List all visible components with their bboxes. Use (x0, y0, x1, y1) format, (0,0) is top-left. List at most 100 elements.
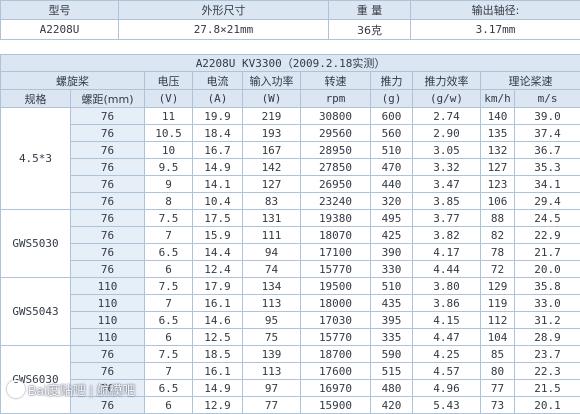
input-power-cell: 113 (243, 295, 301, 312)
efficiency-cell: 5.43 (413, 397, 481, 414)
speed-ms-cell: 37.4 (515, 125, 580, 142)
speed-kmh-cell: 140 (481, 108, 515, 125)
baidu-paw-icon (7, 380, 25, 398)
current-cell: 17.9 (193, 278, 243, 295)
current-cell: 15.9 (193, 227, 243, 244)
spec-header-model: 型号 (1, 1, 119, 20)
thrust-cell: 425 (371, 227, 413, 244)
header-voltage: 电压 (145, 72, 193, 90)
subheader-efficiency-unit: (g/w) (413, 90, 481, 108)
speed-ms-cell: 31.2 (515, 312, 580, 329)
rpm-cell: 18700 (301, 346, 371, 363)
spec-value-weight: 36克 (329, 20, 411, 40)
thrust-cell: 510 (371, 278, 413, 295)
header-rpm: 转速 (301, 72, 371, 90)
rpm-cell: 27850 (301, 159, 371, 176)
input-power-cell: 113 (243, 363, 301, 380)
pitch-cell: 76 (71, 159, 145, 176)
rpm-cell: 15770 (301, 261, 371, 278)
current-cell: 10.4 (193, 193, 243, 210)
subheader-voltage-unit: (V) (145, 90, 193, 108)
speed-kmh-cell: 104 (481, 329, 515, 346)
thrust-cell: 320 (371, 193, 413, 210)
pitch-cell: 76 (71, 193, 145, 210)
input-power-cell: 127 (243, 176, 301, 193)
pitch-cell: 110 (71, 329, 145, 346)
efficiency-cell: 2.74 (413, 108, 481, 125)
speed-ms-cell: 21.7 (515, 244, 580, 261)
thrust-cell: 600 (371, 108, 413, 125)
rpm-cell: 15900 (301, 397, 371, 414)
rpm-cell: 16970 (301, 380, 371, 397)
current-cell: 12.4 (193, 261, 243, 278)
speed-ms-cell: 35.3 (515, 159, 580, 176)
subheader-current-unit: (A) (193, 90, 243, 108)
thrust-cell: 510 (371, 142, 413, 159)
header-efficiency: 推力效率 (413, 72, 481, 90)
efficiency-cell: 4.17 (413, 244, 481, 261)
voltage-cell: 7 (145, 295, 193, 312)
subheader-thrust-unit: (g) (371, 90, 413, 108)
current-cell: 18.5 (193, 346, 243, 363)
input-power-cell: 95 (243, 312, 301, 329)
current-cell: 14.4 (193, 244, 243, 261)
pitch-cell: 76 (71, 397, 145, 414)
rpm-cell: 26950 (301, 176, 371, 193)
thrust-cell: 560 (371, 125, 413, 142)
spec-header-dimensions: 外形尺寸 (119, 1, 329, 20)
header-input-power: 输入功率 (243, 72, 301, 90)
voltage-cell: 6 (145, 329, 193, 346)
pitch-cell: 76 (71, 363, 145, 380)
subheader-spec: 规格 (1, 90, 71, 108)
subheader-power-unit: (W) (243, 90, 301, 108)
current-cell: 16.1 (193, 363, 243, 380)
efficiency-cell: 3.32 (413, 159, 481, 176)
thrust-cell: 390 (371, 244, 413, 261)
speed-ms-cell: 20.0 (515, 261, 580, 278)
rpm-cell: 18000 (301, 295, 371, 312)
rpm-cell: 19380 (301, 210, 371, 227)
header-propeller: 螺旋桨 (1, 72, 145, 90)
speed-ms-cell: 24.5 (515, 210, 580, 227)
speed-kmh-cell: 132 (481, 142, 515, 159)
voltage-cell: 7 (145, 363, 193, 380)
input-power-cell: 74 (243, 261, 301, 278)
speed-ms-cell: 33.0 (515, 295, 580, 312)
pitch-cell: 76 (71, 244, 145, 261)
thrust-cell: 495 (371, 210, 413, 227)
speed-ms-cell: 20.1 (515, 397, 580, 414)
thrust-cell: 330 (371, 261, 413, 278)
current-cell: 14.1 (193, 176, 243, 193)
efficiency-cell: 3.47 (413, 176, 481, 193)
voltage-cell: 10.5 (145, 125, 193, 142)
header-theoretical-speed: 理论桨速 (481, 72, 580, 90)
speed-kmh-cell: 88 (481, 210, 515, 227)
thrust-cell: 440 (371, 176, 413, 193)
speed-kmh-cell: 80 (481, 363, 515, 380)
current-cell: 12.5 (193, 329, 243, 346)
current-cell: 19.9 (193, 108, 243, 125)
voltage-cell: 10 (145, 142, 193, 159)
propeller-spec-cell: GWS5030 (1, 210, 71, 278)
thrust-cell: 395 (371, 312, 413, 329)
input-power-cell: 142 (243, 159, 301, 176)
input-power-cell: 97 (243, 380, 301, 397)
speed-kmh-cell: 72 (481, 261, 515, 278)
pitch-cell: 110 (71, 295, 145, 312)
spec-header-weight: 重 量 (329, 1, 411, 20)
voltage-cell: 7 (145, 227, 193, 244)
speed-ms-cell: 34.1 (515, 176, 580, 193)
efficiency-cell: 4.25 (413, 346, 481, 363)
voltage-cell: 7.5 (145, 278, 193, 295)
thrust-cell: 435 (371, 295, 413, 312)
voltage-cell: 8 (145, 193, 193, 210)
